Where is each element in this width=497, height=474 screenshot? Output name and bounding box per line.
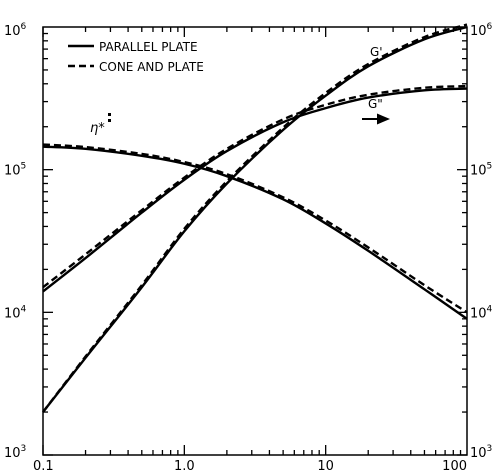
y-tick-label-right: 103 <box>470 444 492 461</box>
annotation-eta-star: η* <box>90 121 105 136</box>
series-eta-star-solid <box>42 145 468 320</box>
eta-star-marker <box>108 119 111 122</box>
y-tick-label-left: 103 <box>4 444 26 461</box>
curves <box>42 23 468 413</box>
series-g-prime-solid <box>42 25 468 413</box>
legend-label-solid: PARALLEL PLATE <box>99 40 198 54</box>
series-g-prime-dashed <box>42 23 468 413</box>
y-tick-label-left: 106 <box>4 22 27 39</box>
series-g-double-prime-dashed <box>42 84 468 289</box>
legend: PARALLEL PLATE CONE AND PLATE <box>68 40 204 74</box>
annotation-g-double-prime: G" <box>368 97 383 111</box>
legend-label-dashed: CONE AND PLATE <box>99 60 204 74</box>
y-tick-label-right: 104 <box>470 304 493 321</box>
y-tick-label-left: 104 <box>4 304 27 321</box>
series-g-double-prime-solid <box>42 87 468 293</box>
series-eta-star-dashed <box>42 143 468 314</box>
annotation-g-prime: G' <box>370 45 383 59</box>
y-tick-label-right: 105 <box>470 162 492 179</box>
x-tick-label: 0.1 <box>33 459 54 474</box>
plot-frame <box>42 26 468 456</box>
eta-star-marker <box>108 113 111 116</box>
x-tick-label: 100 <box>442 459 467 474</box>
y-tick-label-right: 106 <box>470 22 493 39</box>
arrow-right-icon <box>362 113 390 125</box>
x-tick-label: 1.0 <box>174 459 195 474</box>
x-tick-label: 10 <box>317 459 334 474</box>
y-tick-label-left: 105 <box>4 162 26 179</box>
